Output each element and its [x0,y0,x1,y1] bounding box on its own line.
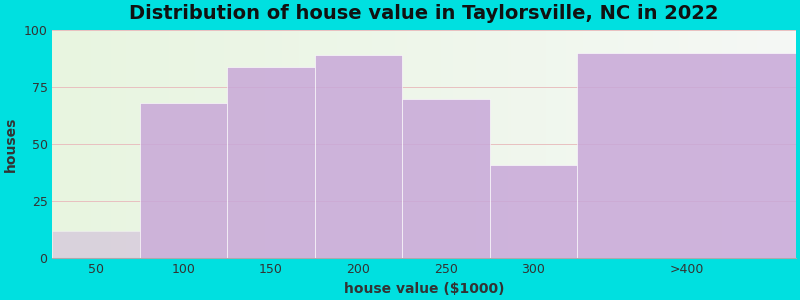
Y-axis label: houses: houses [4,117,18,172]
Bar [53,231,140,258]
Bar [577,53,796,258]
Bar [315,56,402,258]
Title: Distribution of house value in Taylorsville, NC in 2022: Distribution of house value in Taylorsvi… [130,4,719,23]
Bar [227,67,315,258]
Bar [140,103,227,258]
Bar [490,165,577,258]
X-axis label: house value ($1000): house value ($1000) [344,282,504,296]
Bar [402,99,490,258]
